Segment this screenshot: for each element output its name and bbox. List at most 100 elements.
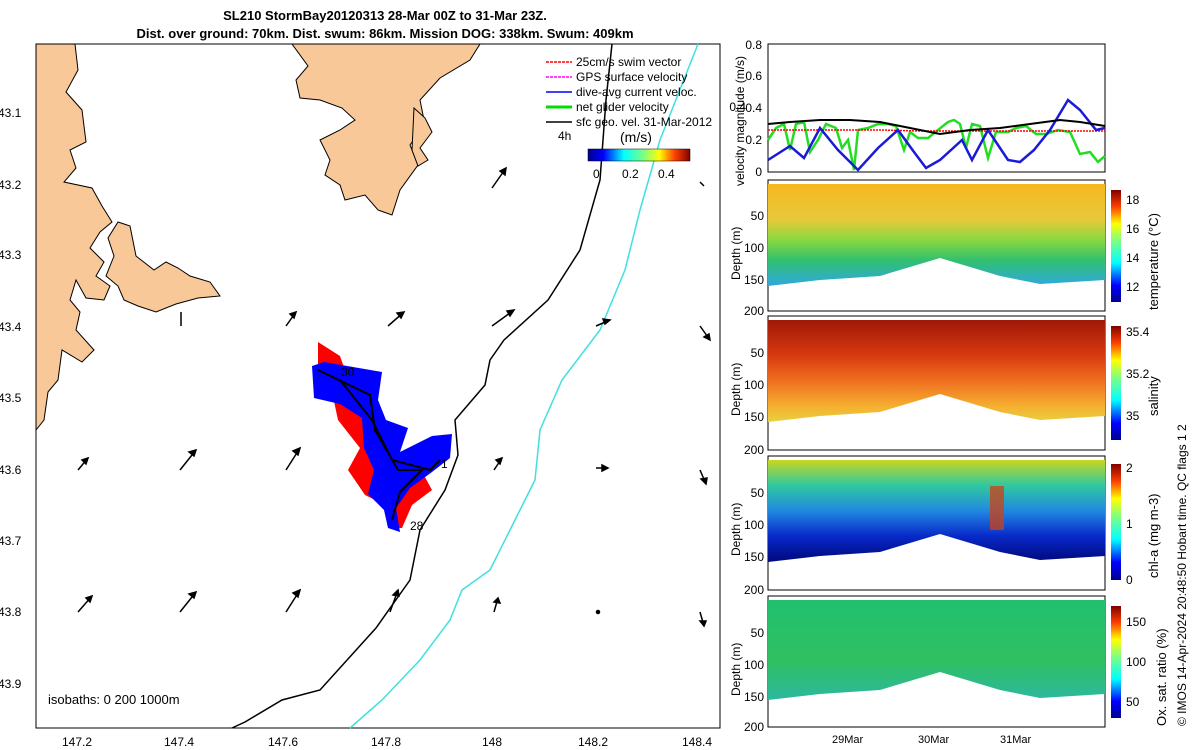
lat-tick: -43.7 — [0, 534, 22, 548]
chla-colorbar — [1111, 464, 1121, 580]
depth-ytick: 150 — [744, 550, 764, 564]
vel-ytick: 0 — [755, 165, 762, 179]
temp-ctick: 12 — [1126, 280, 1140, 294]
legend-gps-velocity: GPS surface velocity — [576, 70, 687, 84]
chla-ctick: 1 — [1126, 517, 1133, 531]
vel-ytick: 0.4 — [729, 100, 746, 114]
map-lon-ticks: 147.2 147.4 147.6 147.8 148 148.2 148.4 — [62, 735, 712, 749]
map-colorbar-title: (m/s) — [620, 129, 652, 145]
velocity-arrow — [491, 309, 516, 327]
velocity-arrow — [491, 166, 507, 189]
lon-tick: 147.6 — [268, 735, 298, 749]
temp-ctick: 16 — [1126, 222, 1140, 236]
sal-ctick: 35.4 — [1126, 325, 1150, 339]
temp-label: temperature (°C) — [1146, 213, 1161, 310]
ox-ctick: 50 — [1126, 695, 1140, 709]
section-oxygen-fill — [768, 600, 1105, 700]
track-label-1: 1 — [441, 457, 448, 471]
map-cbar-tick-0: 0 — [593, 167, 600, 181]
vel-ytick: 0.2 — [745, 133, 762, 147]
section-temperature-fill — [768, 184, 1105, 286]
depth-ytick: 150 — [744, 273, 764, 287]
temp-ctick: 18 — [1126, 193, 1140, 207]
section-salinity-fill — [768, 320, 1105, 422]
time-tick: 30Mar — [918, 734, 950, 746]
depth-ylabel: Depth (m) — [729, 363, 743, 416]
velocity-arrow — [699, 325, 711, 342]
lon-tick: 147.2 — [62, 735, 92, 749]
lat-tick: -43.1 — [0, 106, 22, 120]
depth-ylabel: Depth (m) — [729, 503, 743, 556]
sal-ctick: 35.2 — [1126, 367, 1150, 381]
velocity-arrow — [596, 463, 610, 473]
vel-ytick: 0.8 — [745, 38, 762, 52]
lat-tick: -43.2 — [0, 178, 22, 192]
depth-ytick: 50 — [751, 626, 765, 640]
track-blue-current — [312, 362, 452, 532]
section-chla-fill — [768, 460, 1105, 562]
velocity-arrow — [595, 318, 612, 327]
velocity-arrow — [389, 588, 400, 613]
legend-swim-vector: 25cm/s swim vector — [576, 55, 681, 69]
depth-ytick: 150 — [744, 690, 764, 704]
depth-ytick: 100 — [744, 518, 764, 532]
velocity-arrow — [285, 310, 298, 327]
velocity-panel: 0.4 0 0.2 0.4 0.6 0.8 velocity magnitude… — [729, 38, 1106, 186]
section-chla: 0 1 2 chl-a (mg m-3) — [767, 455, 1161, 591]
velocity-arrow — [285, 588, 302, 613]
ox-ctick: 100 — [1126, 655, 1146, 669]
legend-net-glider: net glider velocity — [576, 100, 669, 114]
sfc-geo-velocity-arrows — [77, 166, 711, 628]
chla-ctick: 0 — [1126, 573, 1133, 587]
depth-ytick: 200 — [744, 583, 764, 597]
series-net-glider — [766, 118, 1106, 171]
series-sfc-geo — [767, 118, 1106, 136]
depth-ytick: 50 — [751, 346, 765, 360]
sal-ctick: 35 — [1126, 409, 1140, 423]
lon-tick: 148.4 — [682, 735, 712, 749]
ox-label: Ox. sat. ratio (%) — [1154, 628, 1169, 726]
isobath-1000m — [349, 43, 699, 729]
legend-sfc-geo: sfc geo. vel. 31-Mar-2012 — [576, 115, 712, 129]
chla-label: chl-a (mg m-3) — [1146, 493, 1161, 578]
ox-ctick: 150 — [1126, 615, 1146, 629]
lon-tick: 147.8 — [371, 735, 401, 749]
isobath-200m — [231, 43, 613, 729]
time-axis: 29Mar 30Mar 31Mar — [832, 734, 1032, 746]
section-salinity: 35 35.2 35.4 salinity — [767, 315, 1161, 451]
map-panel: 30 1 28 — [0, 43, 721, 749]
lat-tick: -43.4 — [0, 320, 22, 334]
velocity-arrow — [285, 446, 302, 471]
legend-extra-4h: 4h — [558, 129, 571, 143]
velocity-arrow — [387, 311, 406, 327]
land-west-coast — [35, 43, 113, 432]
lon-tick: 148.2 — [578, 735, 608, 749]
velocity-arrow — [493, 456, 504, 471]
time-tick: 31Mar — [1000, 734, 1032, 746]
lat-tick: -43.5 — [0, 391, 22, 405]
depth-ylabel: Depth (m) — [729, 643, 743, 696]
velocity-frame — [767, 43, 1106, 173]
lon-tick: 148 — [482, 735, 502, 749]
track-black-path — [317, 369, 441, 521]
temp-colorbar — [1111, 190, 1121, 302]
ox-colorbar — [1111, 606, 1121, 718]
lat-tick: -43.3 — [0, 248, 22, 262]
sal-colorbar — [1111, 326, 1121, 440]
map-cbar-tick-0.4: 0.4 — [658, 167, 675, 181]
lat-tick: -43.9 — [0, 677, 22, 691]
velocity-arrow — [77, 594, 94, 613]
map-legend: 25cm/s swim vector GPS surface velocity … — [546, 55, 712, 181]
land-tasman — [411, 106, 433, 167]
velocity-arrow — [698, 611, 708, 628]
map-cbar-tick-0.2: 0.2 — [622, 167, 639, 181]
land-island — [105, 221, 221, 313]
plot-title-line1: SL210 StormBay20120313 28-Mar 00Z to 31-… — [223, 8, 547, 23]
velocity-arrow — [595, 609, 601, 615]
vel-ytick: 0.4 — [745, 101, 762, 115]
footer-credit: © IMOS 14-Apr-2024 20:48:50 Hobart time.… — [1175, 424, 1189, 726]
track-label-28: 28 — [410, 519, 424, 533]
velocity-arrow — [179, 590, 198, 613]
depth-ytick: 100 — [744, 658, 764, 672]
